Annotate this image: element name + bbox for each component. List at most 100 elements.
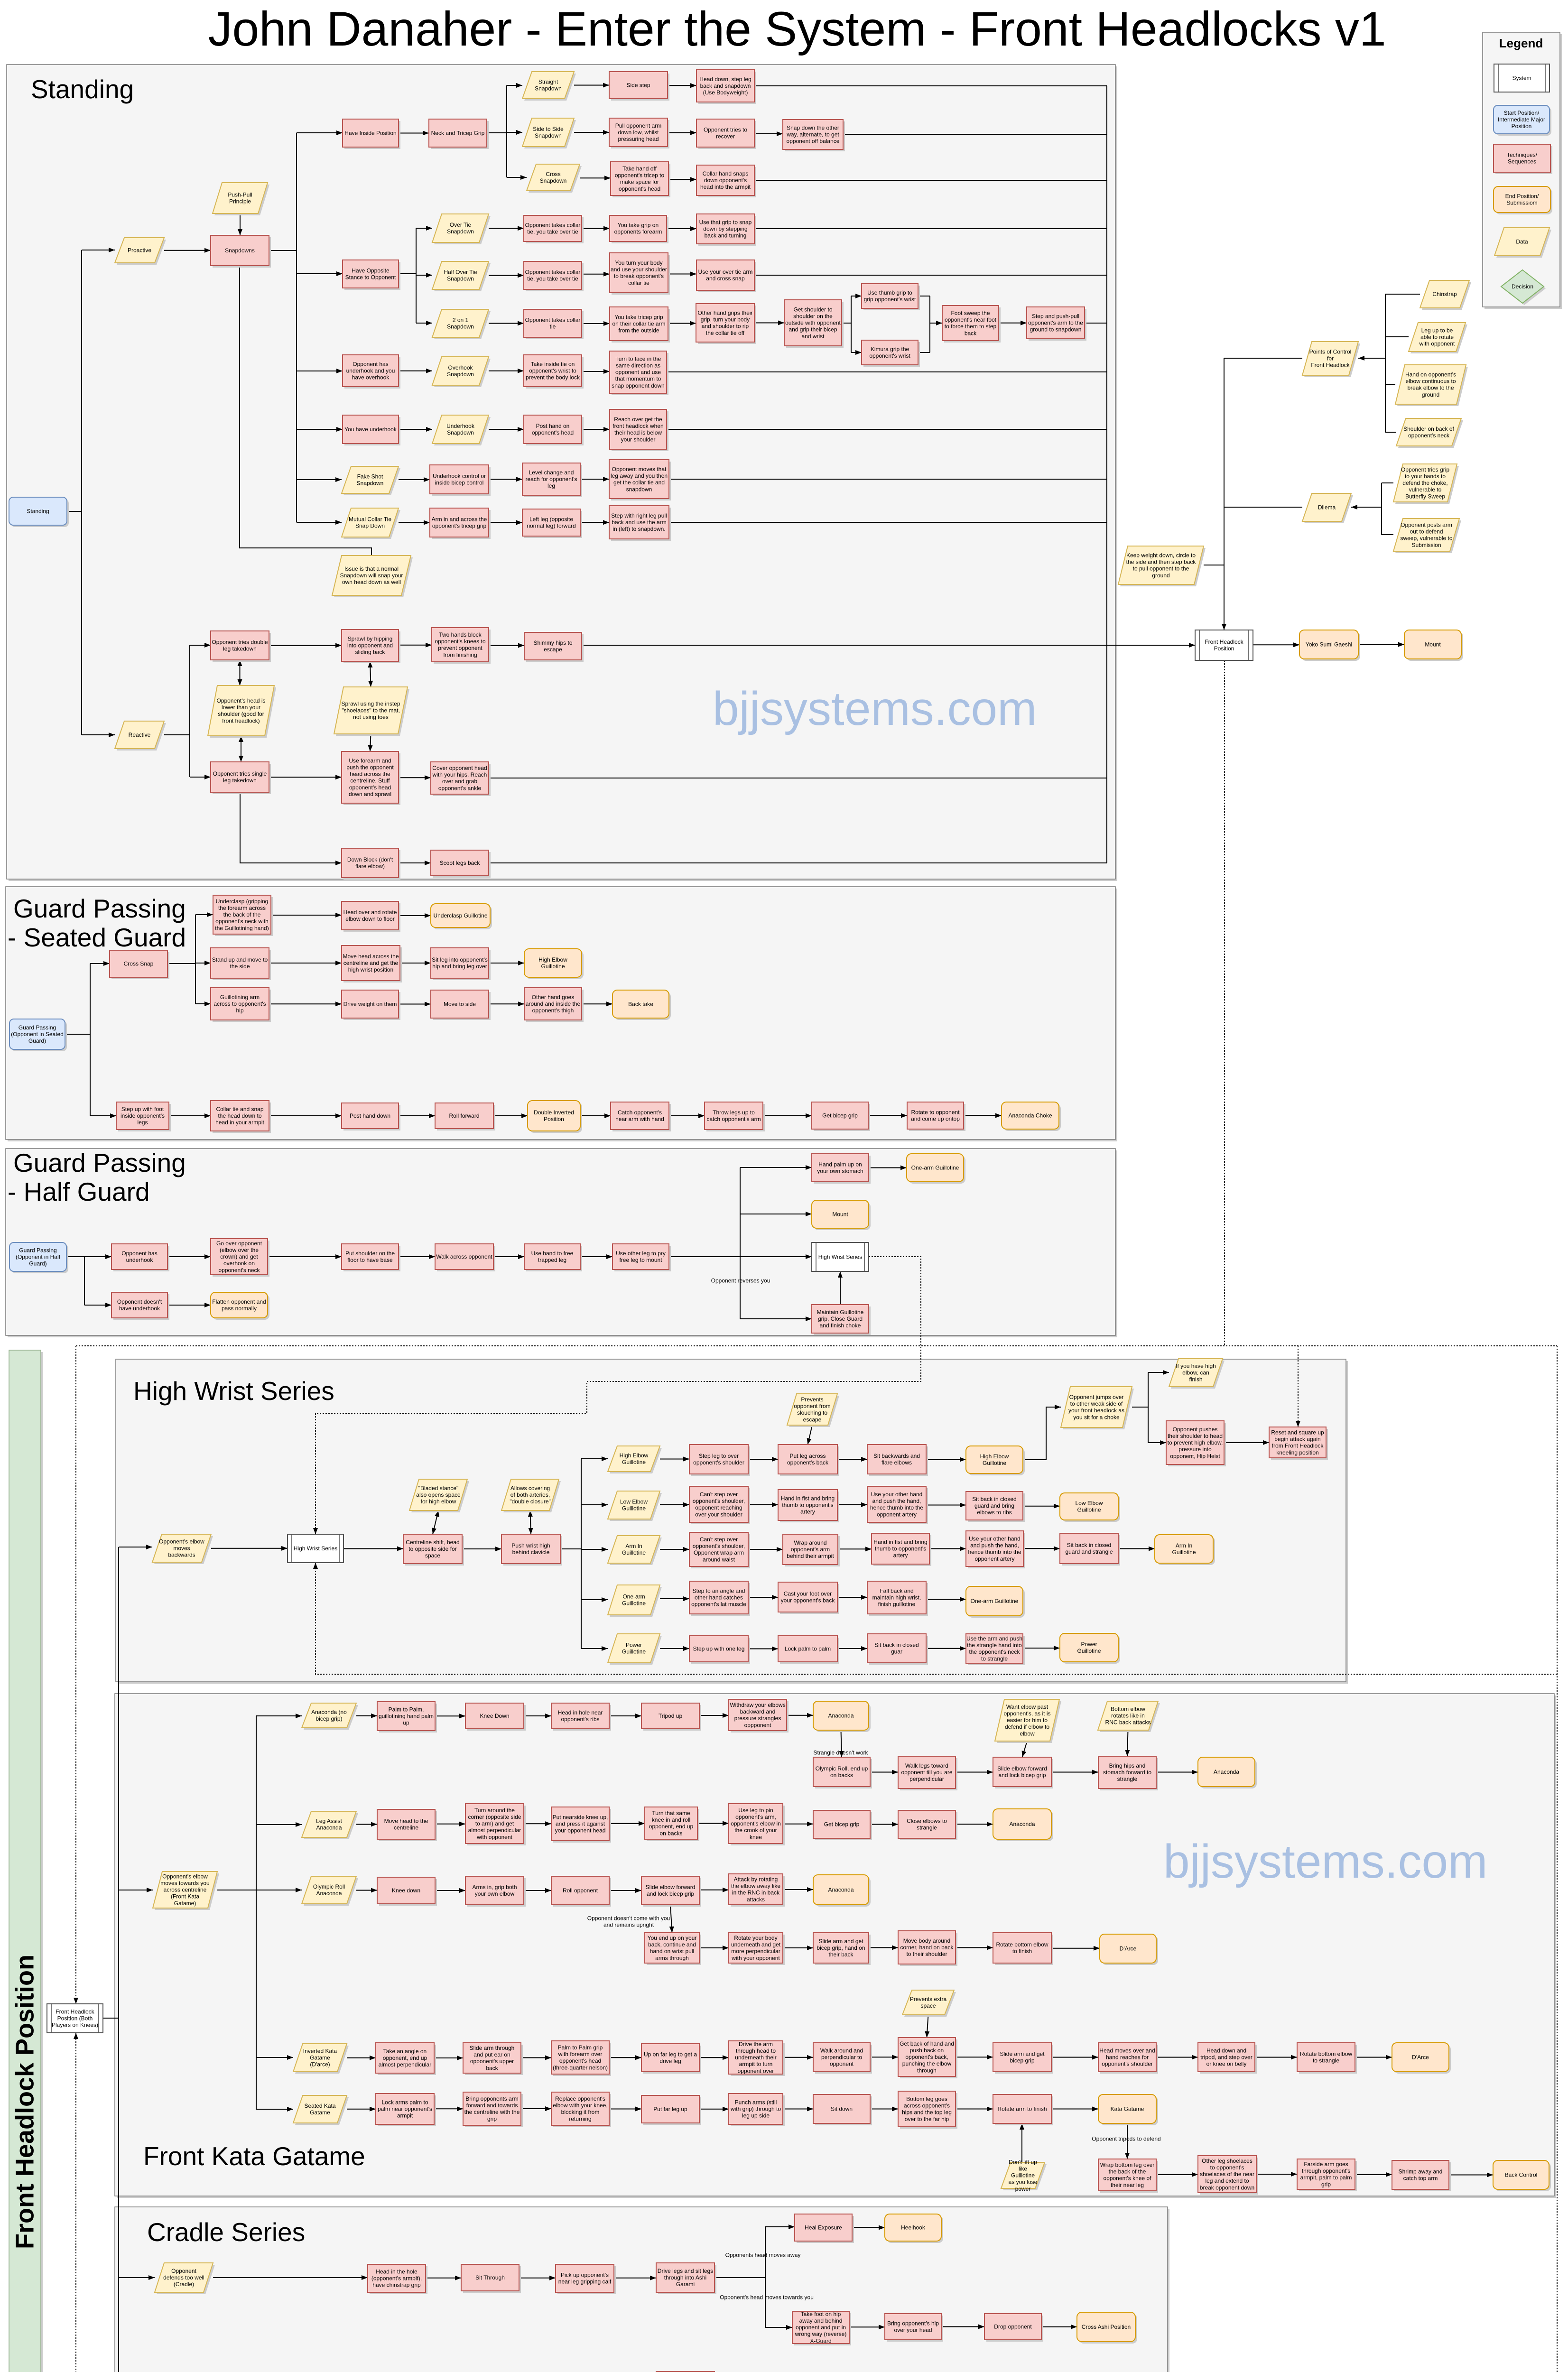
svg-text:get the collar tie and: get the collar tie and xyxy=(613,479,665,486)
svg-text:Overhook: Overhook xyxy=(448,364,473,371)
svg-text:Opponent's elbow: Opponent's elbow xyxy=(162,1873,208,1880)
svg-text:high wrist position: high wrist position xyxy=(348,966,393,973)
svg-text:Strangle doesn't work: Strangle doesn't work xyxy=(813,1750,868,1756)
svg-text:front headlock): front headlock) xyxy=(222,717,260,724)
svg-text:knee: knee xyxy=(750,1834,762,1840)
svg-text:One-arm Guillotine: One-arm Guillotine xyxy=(971,1598,1019,1604)
svg-text:Power: Power xyxy=(626,1642,642,1649)
svg-text:drive leg: drive leg xyxy=(659,2058,681,2065)
svg-text:opponent's ribs: opponent's ribs xyxy=(561,1716,599,1723)
svg-text:(Opponent in Half: (Opponent in Half xyxy=(16,1254,61,1260)
svg-text:and lock bicep grip: and lock bicep grip xyxy=(998,1772,1046,1779)
svg-text:D'Arce: D'Arce xyxy=(1120,1946,1137,1952)
svg-text:Start Position/: Start Position/ xyxy=(1504,110,1540,116)
svg-text:Cast your foot over: Cast your foot over xyxy=(784,1591,832,1597)
svg-text:opponent over: opponent over xyxy=(738,2067,774,2074)
svg-text:defends too well: defends too well xyxy=(163,2274,204,2281)
svg-text:opponent's knees to: opponent's knees to xyxy=(435,638,485,645)
svg-text:Allows covering: Allows covering xyxy=(510,1485,550,1492)
svg-text:Tripod up: Tripod up xyxy=(659,1713,683,1719)
svg-text:One-arm Guillotine: One-arm Guillotine xyxy=(911,1165,959,1171)
svg-text:palm near opponent's: palm near opponent's xyxy=(378,2106,432,2113)
svg-text:Don't lift up: Don't lift up xyxy=(1009,2159,1037,2166)
svg-text:Two hands block: Two hands block xyxy=(439,631,482,638)
svg-text:Take hand off: Take hand off xyxy=(622,166,657,172)
svg-text:with grip) through to: with grip) through to xyxy=(730,2106,781,2113)
svg-text:guar: guar xyxy=(891,1649,902,1655)
svg-text:Head moves over and: Head moves over and xyxy=(1099,2048,1155,2054)
svg-text:down opponent's: down opponent's xyxy=(704,177,747,184)
svg-text:and come up ontop: and come up ontop xyxy=(911,1116,960,1122)
svg-text:guard and strangle: guard and strangle xyxy=(1065,1548,1113,1555)
svg-text:hips and the top leg: hips and the top leg xyxy=(902,2109,952,2116)
svg-text:Stance to Opponent: Stance to Opponent xyxy=(345,274,396,281)
svg-text:free leg to mount: free leg to mount xyxy=(619,1257,662,1263)
svg-text:opponent's elbow in: opponent's elbow in xyxy=(731,1820,781,1827)
svg-text:Cross Ashi Position: Cross Ashi Position xyxy=(1082,2324,1131,2330)
svg-text:Other leg shoelaces: Other leg shoelaces xyxy=(1202,2158,1253,2164)
svg-text:Front Headlock: Front Headlock xyxy=(56,2009,94,2015)
svg-text:(Opponent in Seated: (Opponent in Seated xyxy=(11,1031,64,1038)
svg-text:Get shoulder to: Get shoulder to xyxy=(793,306,832,313)
svg-text:(Use Bodyweight): (Use Bodyweight) xyxy=(703,89,748,96)
svg-text:Hand in fist and bring: Hand in fist and bring xyxy=(781,1495,835,1502)
svg-text:opponent's thigh: opponent's thigh xyxy=(532,1007,574,1014)
svg-text:Step up with foot: Step up with foot xyxy=(121,1106,164,1112)
svg-text:leg: leg xyxy=(547,482,555,489)
svg-text:near leg gripping calf: near leg gripping calf xyxy=(558,2279,612,2285)
svg-text:opponent's knee of: opponent's knee of xyxy=(1103,2175,1151,2182)
svg-text:underneath their: underneath their xyxy=(735,2054,776,2061)
svg-text:(opponent's armpit),: (opponent's armpit), xyxy=(371,2275,422,2282)
svg-text:opponent's ankle: opponent's ankle xyxy=(438,785,482,791)
svg-text:pressuring head: pressuring head xyxy=(618,136,659,142)
svg-text:Issue is that a normal: Issue is that a normal xyxy=(344,565,399,572)
svg-text:you sit for a choke: you sit for a choke xyxy=(1073,1414,1120,1420)
svg-text:elbows to ribs: elbows to ribs xyxy=(977,1509,1011,1516)
svg-text:Guillotine: Guillotine xyxy=(622,1649,646,1655)
svg-text:behind their armpit: behind their armpit xyxy=(787,1553,834,1559)
svg-text:trapped leg: trapped leg xyxy=(538,1257,566,1263)
svg-text:Opponent tries single: Opponent tries single xyxy=(213,770,267,777)
svg-text:to pull opponent to the: to pull opponent to the xyxy=(1133,565,1189,572)
svg-text:opponent till you are: opponent till you are xyxy=(901,1769,952,1776)
svg-text:corner (opposite side: corner (opposite side xyxy=(468,1814,521,1820)
svg-text:opponent's arm: opponent's arm xyxy=(791,1546,830,1553)
svg-text:opponent's arm to the: opponent's arm to the xyxy=(1028,320,1083,326)
svg-text:Side step: Side step xyxy=(626,82,650,89)
svg-text:of both arteries,: of both arteries, xyxy=(510,1492,550,1498)
svg-text:shoulder on the: shoulder on the xyxy=(793,313,833,320)
svg-text:Bring opponents arm: Bring opponents arm xyxy=(465,2095,518,2102)
svg-text:Guillotine: Guillotine xyxy=(622,1600,646,1607)
svg-text:Put shoulder on the: Put shoulder on the xyxy=(345,1250,395,1257)
svg-text:Low Elbow: Low Elbow xyxy=(620,1499,648,1505)
svg-text:opponent's shoulder: opponent's shoulder xyxy=(693,1459,744,1466)
svg-text:leg takedown: leg takedown xyxy=(223,777,257,784)
svg-text:that momentum to: that momentum to xyxy=(615,376,661,382)
svg-text:Anaconda: Anaconda xyxy=(828,1887,854,1893)
svg-text:Snap down the other: Snap down the other xyxy=(787,125,839,131)
svg-text:Wrap around: Wrap around xyxy=(794,1539,826,1546)
svg-text:Move head to the: Move head to the xyxy=(384,1818,428,1825)
svg-text:with your hips. Reach: with your hips. Reach xyxy=(432,771,487,778)
svg-text:Rotate to opponent: Rotate to opponent xyxy=(911,1109,960,1116)
svg-text:If you have high: If you have high xyxy=(1176,1363,1216,1370)
svg-text:Anaconda: Anaconda xyxy=(316,1825,342,1831)
svg-text:crown) and get: crown) and get xyxy=(220,1253,258,1260)
svg-text:make space for: make space for xyxy=(620,179,659,185)
svg-text:around waist: around waist xyxy=(703,1556,735,1563)
svg-text:Put far leg up: Put far leg up xyxy=(653,2106,687,2113)
svg-text:Opponent doesn't come with you: Opponent doesn't come with you xyxy=(587,1915,670,1922)
svg-text:and put ear on: and put ear on xyxy=(473,2051,510,2058)
svg-text:have chinstrap grip: have chinstrap grip xyxy=(372,2282,421,2289)
svg-text:defend the choke,: defend the choke, xyxy=(1402,480,1447,486)
svg-text:Decision: Decision xyxy=(1512,283,1533,290)
svg-text:"Bladed stance": "Bladed stance" xyxy=(418,1485,459,1492)
svg-text:tie, you take over tie: tie, you take over tie xyxy=(527,229,578,235)
svg-text:Guard Passing: Guard Passing xyxy=(19,1247,56,1254)
svg-text:Pick up opponent's: Pick up opponent's xyxy=(561,2272,609,2279)
svg-text:elbow, can: elbow, can xyxy=(1182,1370,1209,1376)
svg-text:Bottom elbow: Bottom elbow xyxy=(1111,1706,1145,1713)
svg-text:catch top arm: catch top arm xyxy=(1403,2175,1438,2182)
svg-text:Roll forward: Roll forward xyxy=(449,1112,479,1119)
svg-text:Turn that same: Turn that same xyxy=(652,1810,690,1816)
